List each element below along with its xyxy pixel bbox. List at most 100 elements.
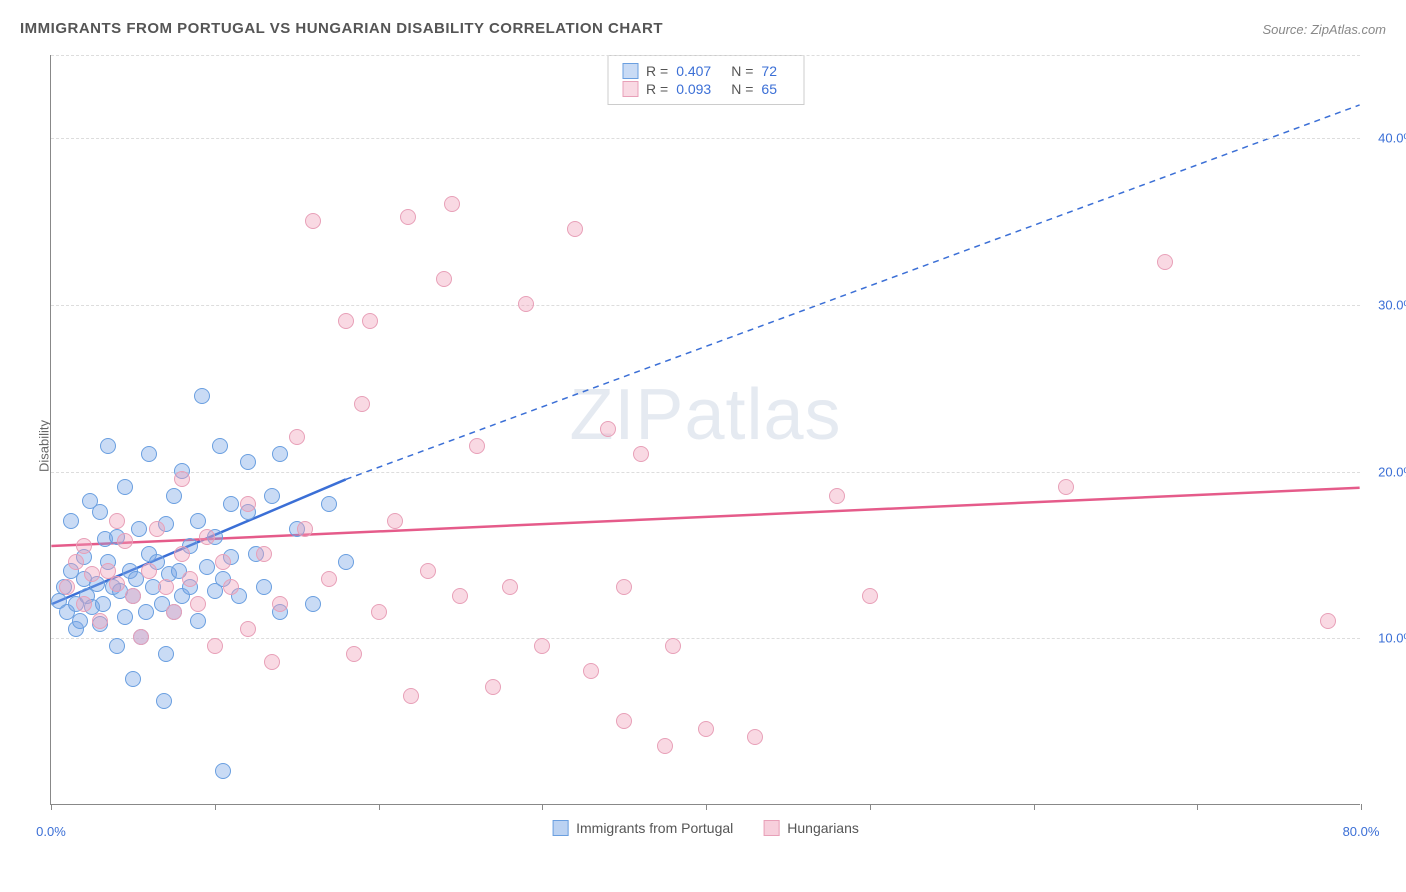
n-value: 72: [761, 63, 777, 79]
data-point: [297, 521, 313, 537]
r-value: 0.407: [676, 63, 711, 79]
data-point: [420, 563, 436, 579]
data-point: [362, 313, 378, 329]
data-point: [223, 579, 239, 595]
data-point: [354, 396, 370, 412]
data-point: [469, 438, 485, 454]
legend-swatch: [763, 820, 779, 836]
data-point: [600, 421, 616, 437]
data-point: [616, 713, 632, 729]
grid-line: [51, 55, 1360, 56]
data-point: [305, 596, 321, 612]
stats-legend-row: R =0.407 N =72: [622, 62, 789, 80]
data-point: [63, 513, 79, 529]
data-point: [199, 559, 215, 575]
data-point: [215, 554, 231, 570]
data-point: [141, 446, 157, 462]
data-point: [338, 554, 354, 570]
data-point: [321, 496, 337, 512]
data-point: [158, 646, 174, 662]
data-point: [174, 471, 190, 487]
data-point: [125, 588, 141, 604]
data-point: [76, 538, 92, 554]
legend-label: Immigrants from Portugal: [576, 820, 733, 836]
data-point: [190, 513, 206, 529]
data-point: [305, 213, 321, 229]
watermark: ZIPatlas: [569, 374, 841, 456]
data-point: [346, 646, 362, 662]
data-point: [485, 679, 501, 695]
data-point: [272, 446, 288, 462]
data-point: [1320, 613, 1336, 629]
data-point: [190, 613, 206, 629]
data-point: [633, 446, 649, 462]
data-point: [387, 513, 403, 529]
data-point: [109, 576, 125, 592]
x-tick: [1034, 804, 1035, 810]
data-point: [194, 388, 210, 404]
y-tick-label: 20.0%: [1378, 464, 1406, 479]
data-point: [657, 738, 673, 754]
y-tick-label: 30.0%: [1378, 298, 1406, 313]
grid-line: [51, 472, 1360, 473]
data-point: [862, 588, 878, 604]
legend-item: Hungarians: [763, 820, 859, 836]
data-point: [92, 504, 108, 520]
data-point: [371, 604, 387, 620]
data-point: [156, 693, 172, 709]
grid-line: [51, 138, 1360, 139]
data-point: [1058, 479, 1074, 495]
y-tick-label: 10.0%: [1378, 631, 1406, 646]
data-point: [149, 521, 165, 537]
data-point: [199, 529, 215, 545]
data-point: [125, 671, 141, 687]
data-point: [400, 209, 416, 225]
data-point: [264, 488, 280, 504]
trend-lines: [51, 55, 1360, 804]
x-tick: [542, 804, 543, 810]
x-tick-label: 80.0%: [1343, 824, 1380, 839]
data-point: [240, 454, 256, 470]
x-tick: [379, 804, 380, 810]
data-point: [452, 588, 468, 604]
data-point: [747, 729, 763, 745]
data-point: [502, 579, 518, 595]
data-point: [583, 663, 599, 679]
data-point: [223, 496, 239, 512]
source-attribution: Source: ZipAtlas.com: [1262, 22, 1386, 37]
x-tick: [870, 804, 871, 810]
data-point: [567, 221, 583, 237]
data-point: [256, 579, 272, 595]
data-point: [166, 488, 182, 504]
data-point: [166, 604, 182, 620]
data-point: [534, 638, 550, 654]
data-point: [190, 596, 206, 612]
data-point: [272, 596, 288, 612]
data-point: [76, 596, 92, 612]
data-point: [84, 566, 100, 582]
data-point: [100, 438, 116, 454]
n-label: N =: [731, 63, 753, 79]
data-point: [109, 638, 125, 654]
data-point: [95, 596, 111, 612]
data-point: [403, 688, 419, 704]
series-legend: Immigrants from Portugal Hungarians: [552, 820, 859, 836]
data-point: [72, 613, 88, 629]
data-point: [133, 629, 149, 645]
legend-swatch: [622, 81, 638, 97]
r-label: R =: [646, 81, 668, 97]
data-point: [1157, 254, 1173, 270]
data-point: [207, 638, 223, 654]
x-tick: [215, 804, 216, 810]
data-point: [59, 579, 75, 595]
data-point: [289, 429, 305, 445]
chart-plot-area: ZIPatlas R =0.407 N =72 R =0.093 N =65 I…: [50, 55, 1360, 805]
data-point: [174, 546, 190, 562]
data-point: [665, 638, 681, 654]
data-point: [68, 554, 84, 570]
data-point: [444, 196, 460, 212]
data-point: [698, 721, 714, 737]
data-point: [338, 313, 354, 329]
data-point: [256, 546, 272, 562]
stats-legend-row: R =0.093 N =65: [622, 80, 789, 98]
